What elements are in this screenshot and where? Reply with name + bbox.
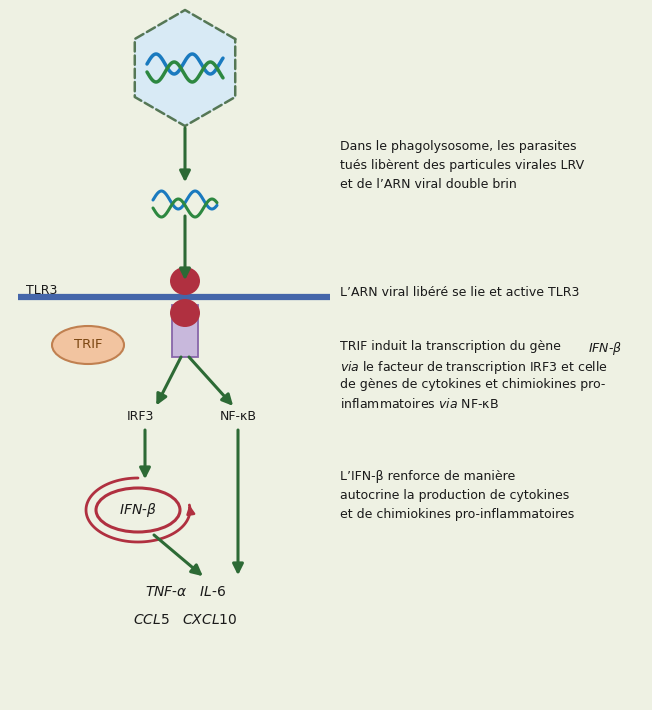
Text: $\mathit{CCL5}$   $\mathit{CXCL10}$: $\mathit{CCL5}$ $\mathit{CXCL10}$ [133,613,237,627]
Text: Dans le phagolysosome, les parasites
tués libèrent des particules virales LRV
et: Dans le phagolysosome, les parasites tué… [340,140,584,191]
Ellipse shape [52,326,124,364]
Text: TRIF induit la transcription du gène: TRIF induit la transcription du gène [340,340,565,353]
Text: inflammatoires $\mathit{via}$ NF-κB: inflammatoires $\mathit{via}$ NF-κB [340,397,499,411]
Text: $\mathit{TNF}$-$\mathit{\alpha}$   $\mathit{IL}$-$\mathit{6}$: $\mathit{TNF}$-$\mathit{\alpha}$ $\mathi… [145,585,226,599]
Text: TRIF: TRIF [74,339,102,351]
Text: $\mathit{IFN}$-$\mathit{\beta}$: $\mathit{IFN}$-$\mathit{\beta}$ [588,340,622,357]
Polygon shape [135,10,235,126]
Text: $\mathit{via}$ le facteur de transcription IRF3 et celle: $\mathit{via}$ le facteur de transcripti… [340,359,608,376]
Text: TLR3: TLR3 [26,285,57,297]
FancyBboxPatch shape [172,305,198,357]
Text: $\mathit{IFN}$-$\mathit{\beta}$: $\mathit{IFN}$-$\mathit{\beta}$ [119,501,157,519]
Text: IRF3: IRF3 [126,410,154,422]
Text: L’IFN-β renforce de manière
autocrine la production de cytokines
et de chimiokin: L’IFN-β renforce de manière autocrine la… [340,470,574,521]
Ellipse shape [170,299,200,327]
Ellipse shape [96,488,180,532]
Ellipse shape [170,267,200,295]
Text: NF-κB: NF-κB [220,410,256,422]
Text: L’ARN viral libéré se lie et active TLR3: L’ARN viral libéré se lie et active TLR3 [340,285,580,298]
Text: de gènes de cytokines et chimiokines pro-: de gènes de cytokines et chimiokines pro… [340,378,605,391]
